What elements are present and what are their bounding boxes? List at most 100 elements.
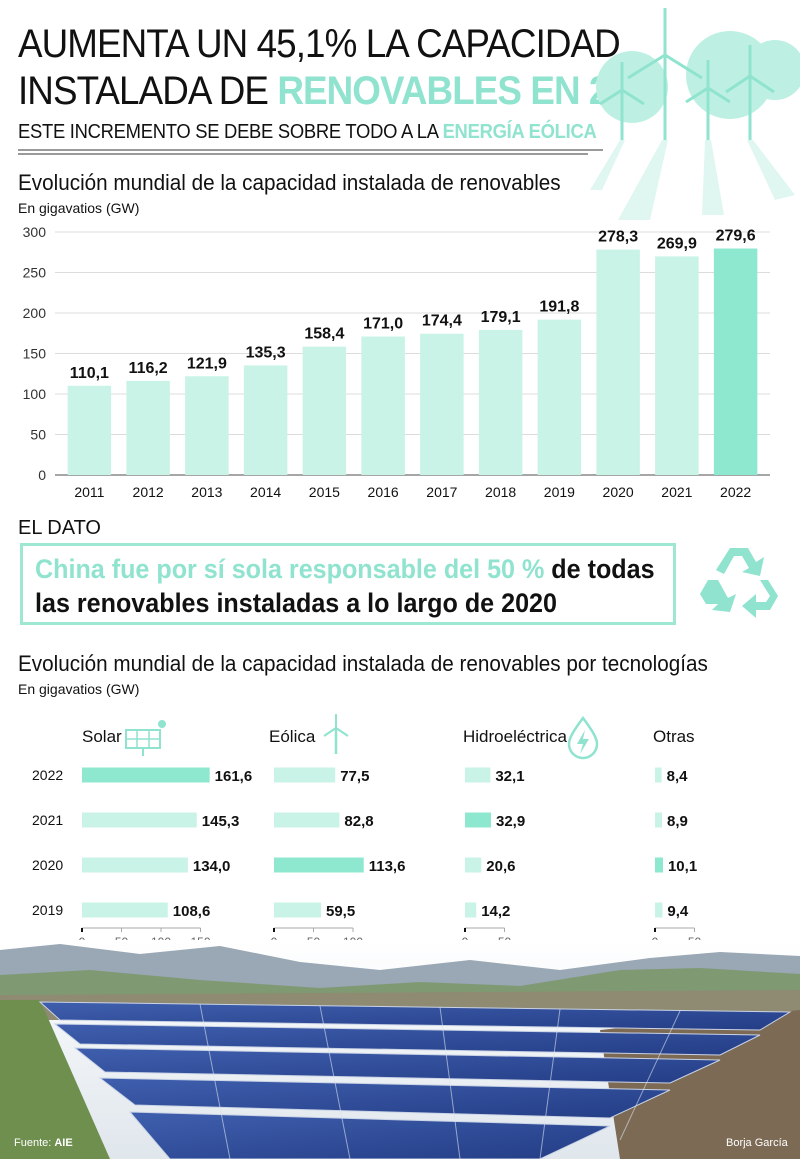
- bar-value-label: 82,8: [344, 813, 373, 830]
- y-tick-label: 100: [23, 386, 47, 402]
- wind-turbine-icon: [323, 714, 349, 754]
- chart2-title: Evolución mundial de la capacidad instal…: [18, 651, 708, 676]
- row-label-2022: 2022: [32, 767, 63, 783]
- bar-Hidroeléctrica-2020: [465, 857, 482, 873]
- bar-value-label: 8,4: [667, 768, 689, 785]
- title-line-1: AUMENTA UN 45,1% LA CAPACIDAD: [18, 22, 621, 66]
- y-tick-label: 0: [38, 467, 46, 483]
- hydro-icon: [567, 715, 599, 760]
- bar-Eólica-2020: [274, 857, 364, 873]
- dato-highlight: China fue por sí sola responsable del 50…: [35, 554, 545, 584]
- bar-value-label: 14,2: [481, 903, 510, 920]
- header-divider: [18, 149, 603, 151]
- solar-farm-photo: [0, 940, 800, 1159]
- x-tick-label: 2019: [544, 484, 575, 500]
- chart1-unit: En gigavatios (GW): [18, 200, 140, 216]
- bar-2015: [302, 346, 347, 475]
- x-tick-label: 2020: [603, 484, 634, 500]
- series-title-Solar: Solar: [82, 727, 122, 746]
- bar-value-label: 116,2: [129, 360, 168, 377]
- bar-value-label: 171,0: [363, 315, 403, 332]
- turbine-blade: [335, 727, 349, 737]
- x-tick-label: 2022: [720, 484, 751, 500]
- dato-box: China fue por sí sola responsable del 50…: [20, 543, 676, 625]
- bar-Otras-2021: [655, 812, 663, 828]
- title-line-2: INSTALADA DE RENOVABLES EN 2020: [18, 69, 668, 113]
- bar-value-label: 279,6: [716, 228, 756, 245]
- wind-turbines-icon: [590, 8, 800, 220]
- y-tick-label: 150: [23, 346, 47, 362]
- bar-Otras-2022: [655, 767, 662, 783]
- title-line-2-prefix: INSTALADA DE: [18, 69, 278, 113]
- x-tick-label: 2018: [485, 484, 516, 500]
- bar-2018: [478, 329, 523, 475]
- bar-Hidroeléctrica-2019: [465, 902, 477, 918]
- bar-value-label: 135,3: [246, 344, 286, 361]
- bar-2013: [185, 376, 229, 475]
- x-tick-label: 2013: [191, 484, 222, 500]
- bar-value-label: 59,5: [326, 903, 355, 920]
- row-label-2019: 2019: [32, 902, 63, 918]
- recycle-icon: [700, 548, 778, 618]
- solar-farm-illustration: [0, 940, 800, 1159]
- bar-value-label: 77,5: [340, 768, 369, 785]
- dato-text: China fue por sí sola responsable del 50…: [35, 552, 655, 620]
- bar-Hidroeléctrica-2022: [465, 767, 491, 783]
- dato-label: EL DATO: [18, 517, 101, 539]
- series-title-Hidroeléctrica: Hidroeléctrica: [463, 727, 567, 746]
- bar-2019: [537, 319, 582, 475]
- bar-value-label: 113,6: [369, 858, 406, 875]
- bar-Otras-2020: [655, 857, 663, 873]
- bar-Solar-2020: [82, 857, 188, 873]
- bar-value-label: 121,9: [187, 355, 227, 372]
- bar-2016: [361, 336, 405, 475]
- bar-value-label: 174,4: [422, 313, 462, 330]
- bar-value-label: 9,4: [667, 903, 689, 920]
- y-tick-label: 50: [30, 427, 46, 443]
- bar-value-label: 158,4: [304, 326, 344, 343]
- bar-value-label: 32,9: [496, 813, 525, 830]
- bar-value-label: 161,6: [215, 768, 253, 785]
- chart1-bar-chart: 0 50 100 150 200 250 300 110,1 2011 116,2 2012 121,…: [23, 224, 770, 500]
- row-label-2020: 2020: [32, 857, 63, 873]
- bar-value-label: 145,3: [202, 813, 240, 830]
- author-credit: Borja García: [726, 1137, 788, 1149]
- source: Fuente: AIE: [14, 1137, 73, 1149]
- bar-Hidroeléctrica-2021: [465, 812, 491, 828]
- bar-Solar-2021: [82, 812, 197, 828]
- bar-2022: [713, 248, 758, 475]
- bar-2011: [67, 385, 112, 475]
- y-tick-label: 300: [23, 224, 47, 240]
- dato-rest-line1: de todas: [544, 554, 655, 584]
- header-divider-2: [18, 153, 588, 155]
- bar-2014: [243, 365, 288, 475]
- bar-Eólica-2021: [274, 812, 340, 828]
- x-tick-label: 2016: [368, 484, 399, 500]
- bar-Solar-2022: [82, 767, 210, 783]
- bar-2017: [420, 333, 464, 475]
- solar-panel-icon: [125, 720, 166, 756]
- subtitle-highlight: ENERGÍA EÓLICA: [442, 121, 597, 143]
- series-title-Eólica: Eólica: [269, 727, 316, 746]
- row-label-2021: 2021: [32, 812, 63, 828]
- bar-value-label: 32,1: [495, 768, 524, 785]
- bar-Solar-2019: [82, 902, 168, 918]
- y-tick-label: 250: [23, 265, 47, 281]
- bar-Eólica-2022: [274, 767, 336, 783]
- bar-value-label: 179,1: [481, 309, 521, 326]
- bar-value-label: 20,6: [486, 858, 515, 875]
- bar-2021: [655, 256, 699, 475]
- bar-value-label: 8,9: [667, 813, 688, 830]
- bar-value-label: 269,9: [657, 235, 697, 252]
- series-title-Otras: Otras: [653, 727, 695, 746]
- x-tick-label: 2012: [133, 484, 164, 500]
- bar-value-label: 110,1: [70, 365, 109, 382]
- source-label: Fuente:: [14, 1137, 55, 1149]
- subtitle-prefix: ESTE INCREMENTO SE DEBE SOBRE TODO A LA: [18, 121, 443, 143]
- bar-Otras-2019: [655, 902, 663, 918]
- lightning-bolt: [577, 730, 589, 754]
- bar-value-label: 278,3: [598, 229, 638, 246]
- subtitle: ESTE INCREMENTO SE DEBE SOBRE TODO A LA …: [18, 121, 597, 144]
- chart1-title: Evolución mundial de la capacidad instal…: [18, 170, 561, 195]
- bar-2012: [126, 380, 170, 475]
